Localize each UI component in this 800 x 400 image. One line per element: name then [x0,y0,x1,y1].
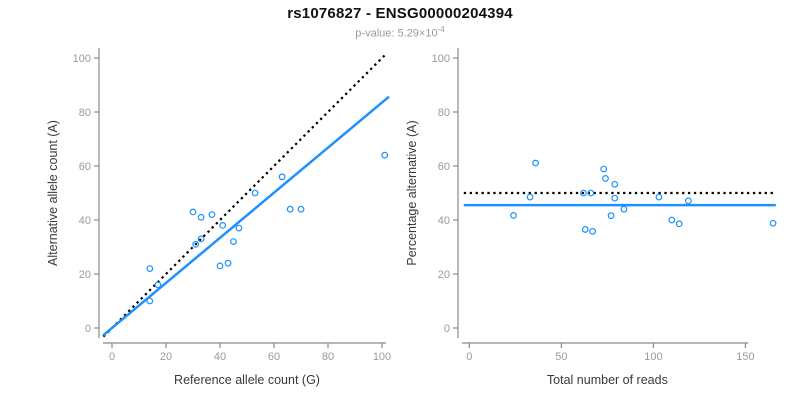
y-tick-label: 20 [79,269,91,281]
data-point [668,216,676,224]
pvalue-subtitle: p-value: 5.29×10-4 [0,25,800,40]
data-point [769,219,777,227]
data-point [197,213,205,221]
data-point [219,221,227,229]
data-point [589,227,597,235]
data-point [620,205,628,213]
data-point [675,220,683,228]
x-tick-label: 50 [555,351,567,363]
data-point [297,205,305,213]
data-point [381,151,389,159]
data-point [235,224,243,232]
data-point [146,265,154,273]
pvalue-exponent: -4 [437,25,445,34]
data-point [278,173,286,181]
y-tick-label: 80 [79,107,91,119]
x-tick-label: 100 [644,351,662,363]
x-tick-label: 100 [373,351,391,363]
y-tick-label: 20 [438,269,450,281]
data-point [189,208,197,216]
data-point [286,205,294,213]
y-tick-label: 100 [73,53,91,65]
data-point [684,197,692,205]
y-tick-label: 40 [79,215,91,227]
data-point [600,165,608,173]
y-tick-label: 60 [79,161,91,173]
y-axis-title: Alternative allele count (A) [46,120,60,266]
data-point [532,159,539,167]
data-point [611,180,619,188]
x-tick-label: 40 [214,351,226,363]
expected-identity-line [102,53,387,338]
data-point [224,259,232,267]
data-point [580,189,587,197]
right-scatter-plot: 0 50 100 150 0 20 40 60 80 100 Total number of rea… [405,48,777,387]
data-point [526,193,534,201]
x-axis-title: Reference allele count (G) [174,373,320,387]
data-point [216,262,224,270]
x-tick-label: 0 [109,351,115,363]
data-point [611,194,619,202]
data-point [197,235,205,243]
fitted-ratio-line [102,95,390,337]
x-tick-label: 60 [268,351,280,363]
pvalue-text: p-value: 5.29×10 [355,27,438,40]
data-point [230,238,237,246]
x-tick-label: 20 [160,351,172,363]
x-axis-title: Total number of reads [547,373,668,387]
y-tick-label: 80 [438,107,450,119]
data-point [251,189,259,197]
data-point [581,226,589,233]
data-point [154,281,162,289]
data-point [192,240,200,248]
data-point [146,297,154,305]
data-point [510,212,517,219]
data-point [607,212,615,220]
y-tick-label: 60 [438,161,450,173]
y-tick-label: 0 [444,323,450,335]
data-point [587,189,595,197]
x-tick-label: 0 [466,351,472,363]
x-tick-label: 150 [736,351,754,363]
y-tick-label: 40 [438,215,450,227]
y-tick-label: 0 [85,323,91,335]
y-axis-title: Percentage alternative (A) [405,120,419,265]
data-point [602,175,609,182]
page-title: rs1076827 - ENSG00000204394 [287,5,513,22]
x-tick-label: 80 [322,351,334,363]
y-tick-label: 100 [432,53,450,65]
data-point [208,211,216,219]
left-scatter-plot: 0 20 40 60 80 100 0 20 40 60 80 100 Reference allele… [46,48,391,387]
data-point [655,193,663,201]
